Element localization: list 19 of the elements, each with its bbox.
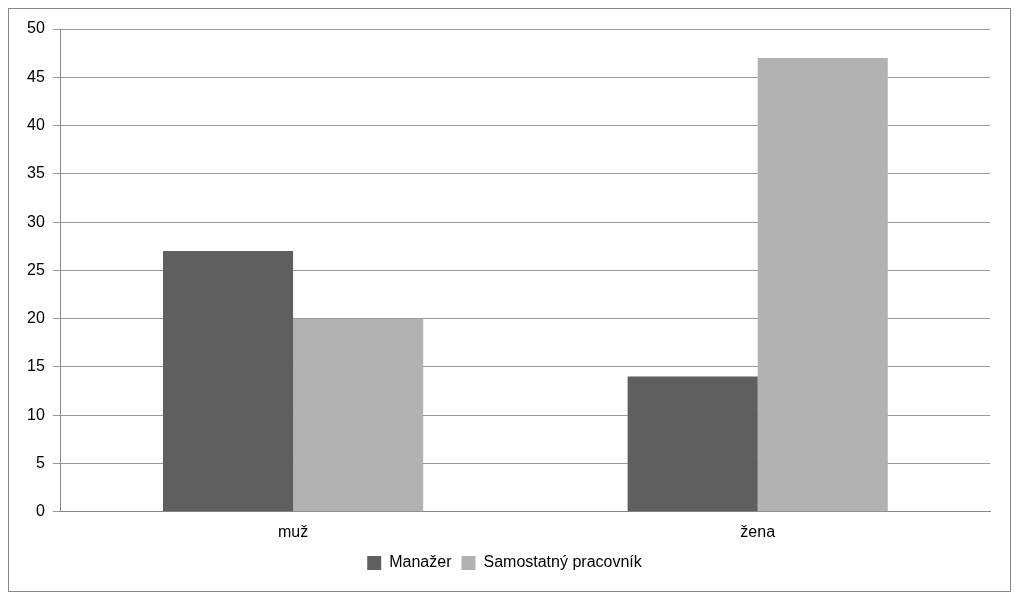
y-tick-label: 5	[35, 453, 45, 471]
y-tick-label: 40	[27, 115, 45, 133]
y-tick-label: 15	[27, 357, 45, 375]
y-tick-label: 10	[27, 405, 45, 423]
y-tick-label: 35	[27, 164, 45, 182]
y-tick-label: 50	[27, 19, 45, 37]
x-tick-label: muž	[277, 522, 309, 540]
bar	[757, 57, 888, 512]
bar	[627, 376, 758, 512]
y-tick-label: 0	[35, 502, 45, 520]
y-tick-label: 20	[27, 309, 45, 327]
bar	[163, 251, 294, 512]
legend-label: Manažer	[389, 553, 453, 571]
y-tick-label: 45	[27, 67, 45, 85]
legend-label: Samostatný pracovník	[483, 553, 643, 571]
y-tick-label: 25	[27, 260, 45, 278]
x-tick-label: žena	[740, 522, 776, 540]
bar	[293, 318, 424, 512]
y-tick-label: 30	[27, 212, 45, 230]
